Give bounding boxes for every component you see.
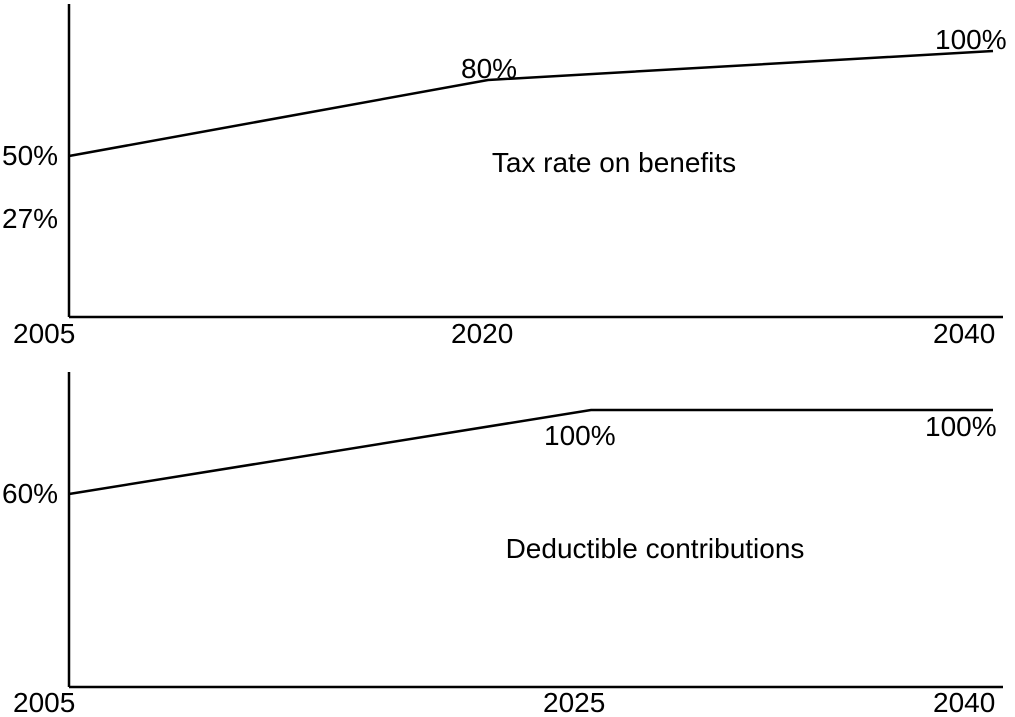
x-tick-label: 2025 xyxy=(543,687,605,717)
point-label: 80% xyxy=(461,53,517,84)
x-tick-label: 2005 xyxy=(13,687,75,717)
point-label: 100% xyxy=(935,24,1007,55)
x-tick-label: 2005 xyxy=(13,318,75,349)
x-tick-label: 2020 xyxy=(451,318,513,349)
panel-deductible: 60% 100% 100% Deductible contributions 2… xyxy=(2,372,1003,717)
annotation-label: 27% xyxy=(2,203,58,234)
x-tick-label: 2040 xyxy=(933,318,995,349)
series-line xyxy=(68,49,994,158)
chart-title: Deductible contributions xyxy=(506,533,805,564)
panel-tax-rate: 50% 80% 100% 27% Tax rate on benefits 20… xyxy=(2,4,1007,349)
point-label: 100% xyxy=(925,411,997,442)
point-label: 50% xyxy=(2,140,58,171)
series-line xyxy=(68,408,993,496)
chart-title: Tax rate on benefits xyxy=(492,147,736,178)
point-label: 100% xyxy=(544,420,616,451)
x-tick-label: 2040 xyxy=(933,687,995,717)
point-label: 60% xyxy=(2,478,58,509)
